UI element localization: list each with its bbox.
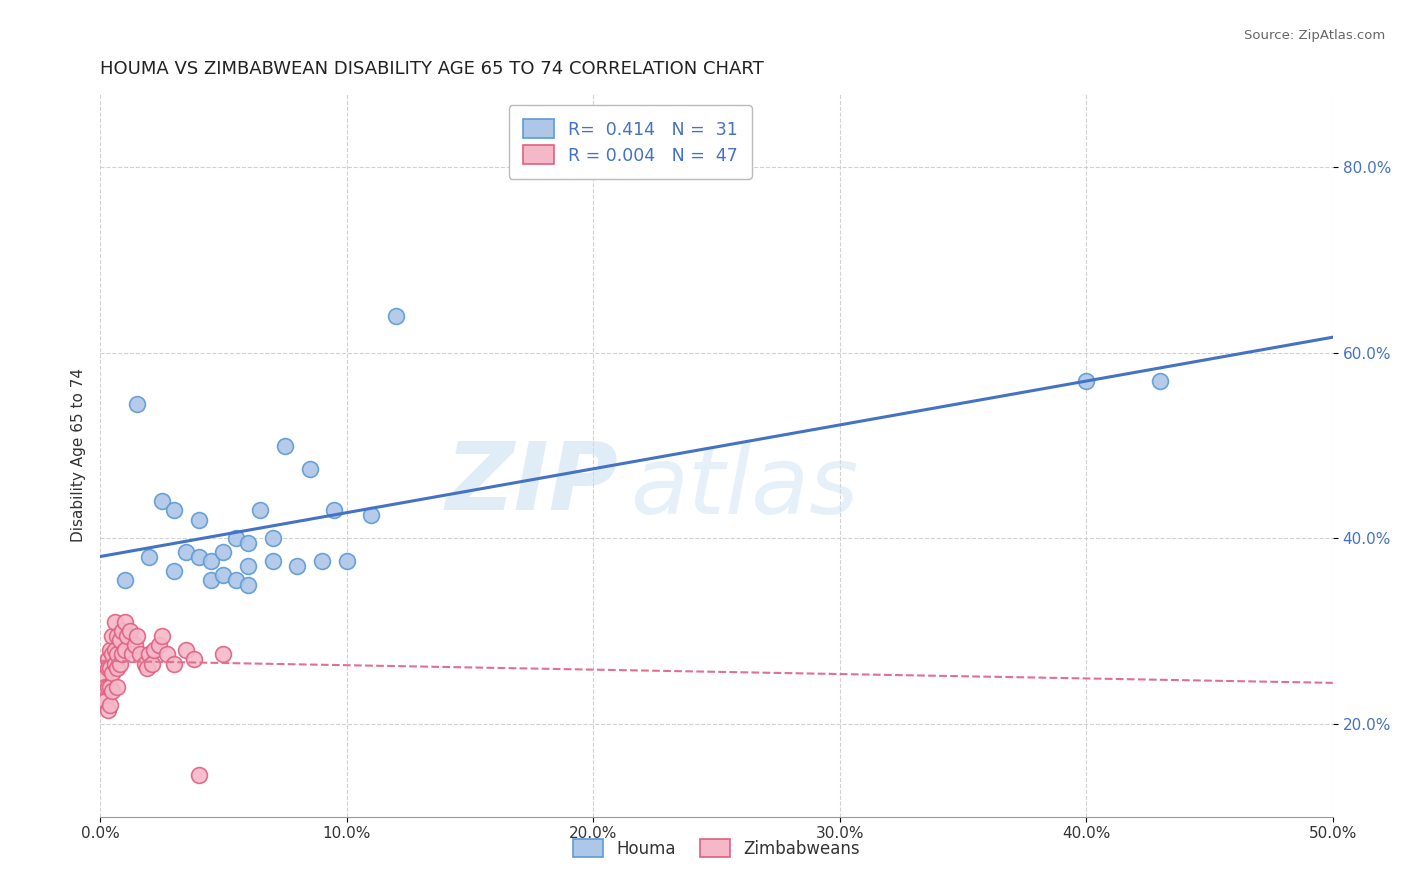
Y-axis label: Disability Age 65 to 74: Disability Age 65 to 74 (72, 368, 86, 541)
Point (225, 573, 247, 587)
Point (138, 549, 160, 564)
Point (148, 638, 170, 652)
Text: ZIP: ZIP (444, 438, 617, 530)
Point (262, 554, 284, 568)
Point (117, 629, 139, 643)
Point (200, 573, 222, 587)
Point (98, 661, 121, 675)
Legend: R=  0.414   N =  31, R = 0.004   N =  47: R= 0.414 N = 31, R = 0.004 N = 47 (509, 105, 751, 178)
Point (105, 680, 128, 694)
Point (285, 559, 308, 574)
Point (150, 494, 173, 508)
Point (128, 647, 150, 661)
Point (94, 680, 117, 694)
Point (187, 768, 209, 782)
Point (163, 564, 186, 578)
Point (311, 554, 333, 568)
Point (141, 657, 163, 671)
Point (163, 503, 186, 517)
Point (96, 680, 118, 694)
Point (98, 698, 121, 713)
Point (96, 652, 118, 666)
Point (1076, 374, 1098, 388)
Point (134, 657, 156, 671)
Point (176, 642, 198, 657)
Point (138, 647, 160, 661)
Point (187, 549, 209, 564)
Point (114, 615, 136, 629)
Point (212, 647, 235, 661)
Point (108, 633, 131, 648)
Point (114, 573, 136, 587)
Point (200, 554, 222, 568)
Point (225, 531, 247, 545)
Point (187, 513, 209, 527)
Point (118, 624, 141, 638)
Point (236, 536, 259, 550)
Point (385, 309, 408, 323)
Point (1149, 374, 1171, 388)
Point (101, 684, 124, 698)
Point (111, 624, 134, 638)
Point (127, 629, 149, 643)
Point (114, 642, 136, 657)
Text: Source: ZipAtlas.com: Source: ZipAtlas.com (1244, 29, 1385, 42)
Point (105, 661, 128, 675)
Point (105, 629, 128, 643)
Point (94, 693, 117, 707)
Point (98, 680, 121, 694)
Point (104, 615, 127, 629)
Point (212, 545, 235, 559)
Point (274, 438, 297, 452)
Text: HOUMA VS ZIMBABWEAN DISABILITY AGE 65 TO 74 CORRELATION CHART: HOUMA VS ZIMBABWEAN DISABILITY AGE 65 TO… (100, 60, 763, 78)
Point (101, 629, 124, 643)
Point (127, 397, 149, 411)
Point (143, 642, 166, 657)
Point (298, 461, 321, 475)
Point (104, 657, 127, 671)
Text: atlas: atlas (630, 442, 859, 533)
Point (108, 657, 131, 671)
Point (124, 638, 146, 652)
Point (212, 568, 235, 582)
Point (94, 670, 117, 684)
Point (96, 703, 118, 717)
Point (176, 545, 198, 559)
Point (360, 508, 382, 522)
Point (96, 661, 118, 675)
Point (121, 647, 143, 661)
Point (150, 629, 173, 643)
Point (105, 647, 128, 661)
Point (163, 657, 186, 671)
Point (262, 531, 284, 545)
Point (98, 642, 121, 657)
Point (183, 652, 205, 666)
Point (111, 647, 134, 661)
Point (336, 554, 359, 568)
Point (236, 559, 259, 574)
Point (104, 642, 127, 657)
Point (156, 647, 179, 661)
Point (101, 665, 124, 680)
Point (101, 647, 124, 661)
Point (323, 503, 346, 517)
Point (136, 661, 159, 675)
Point (236, 577, 259, 591)
Point (249, 503, 271, 517)
